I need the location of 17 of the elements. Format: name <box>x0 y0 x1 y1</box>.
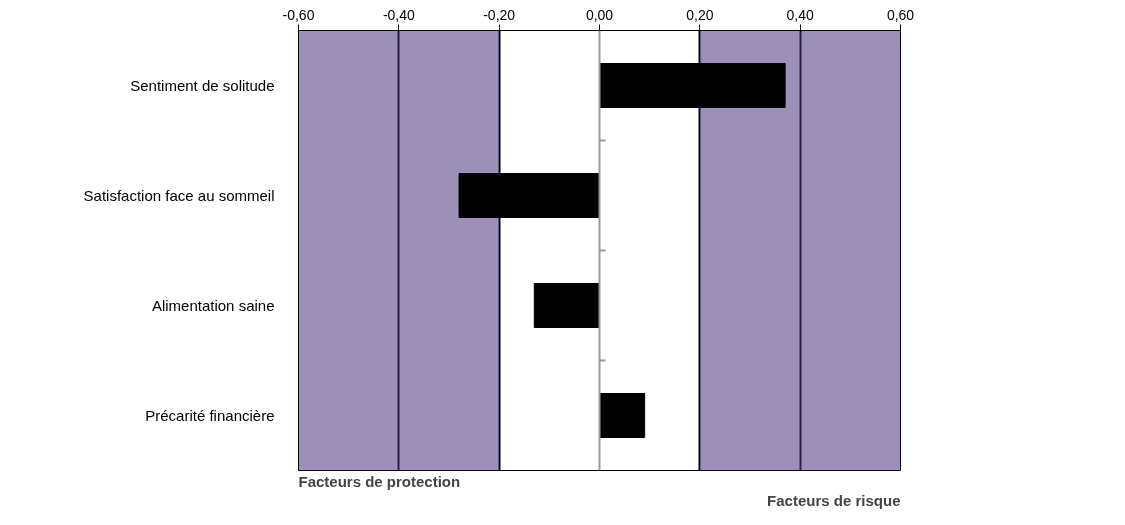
y-tick-label: Précarité financière <box>145 407 275 424</box>
text: Facteurs de protection <box>298 472 461 490</box>
x-tick-label: 0,40 <box>786 6 814 23</box>
bar <box>599 63 786 108</box>
x-tick-label: -0,20 <box>483 6 516 23</box>
bar <box>599 393 646 438</box>
y-tick-label: Satisfaction face au sommeil <box>83 187 275 204</box>
x-tick-label: 0,00 <box>585 6 614 23</box>
bar <box>458 173 600 218</box>
x-tick-label: 0,60 <box>886 6 915 23</box>
bar <box>533 283 600 328</box>
x-tick-label: -0,40 <box>382 6 415 23</box>
y-tick-label: Alimentation saine <box>151 297 275 314</box>
x-tick-label: -0,60 <box>282 6 315 23</box>
y-tick-label: Sentiment de solitude <box>130 77 275 94</box>
x-tick-label: 0,20 <box>686 6 714 23</box>
text: Facteurs de risque <box>767 491 901 509</box>
